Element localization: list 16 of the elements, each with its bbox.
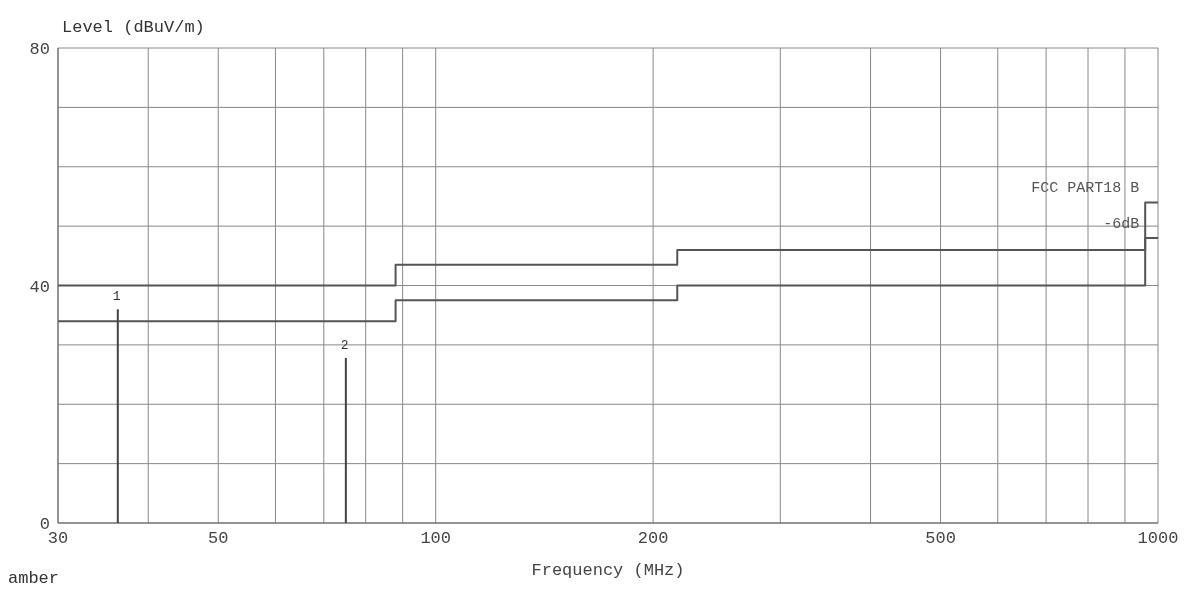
annotation: 1 <box>112 289 121 305</box>
y-axis-title: Level (dBuV/m) <box>62 18 205 37</box>
x-tick-label: 500 <box>925 529 956 549</box>
series-label: FCC PART18 B <box>1031 180 1140 198</box>
x-tick-label: 1000 <box>1137 529 1179 549</box>
x-axis-title: Frequency (MHz) <box>531 561 685 580</box>
y-tick-label: 0 <box>39 515 50 535</box>
y-tick-label: 80 <box>29 40 50 60</box>
x-tick-label: 30 <box>47 529 69 549</box>
y-tick-label: 40 <box>29 277 50 297</box>
text: amber <box>8 569 60 588</box>
x-tick-label: 200 <box>637 529 669 549</box>
series-label: -6dB <box>1103 216 1140 233</box>
x-tick-label: 100 <box>420 529 451 549</box>
annotation: 2 <box>340 337 349 353</box>
x-tick-label: 50 <box>208 529 229 549</box>
